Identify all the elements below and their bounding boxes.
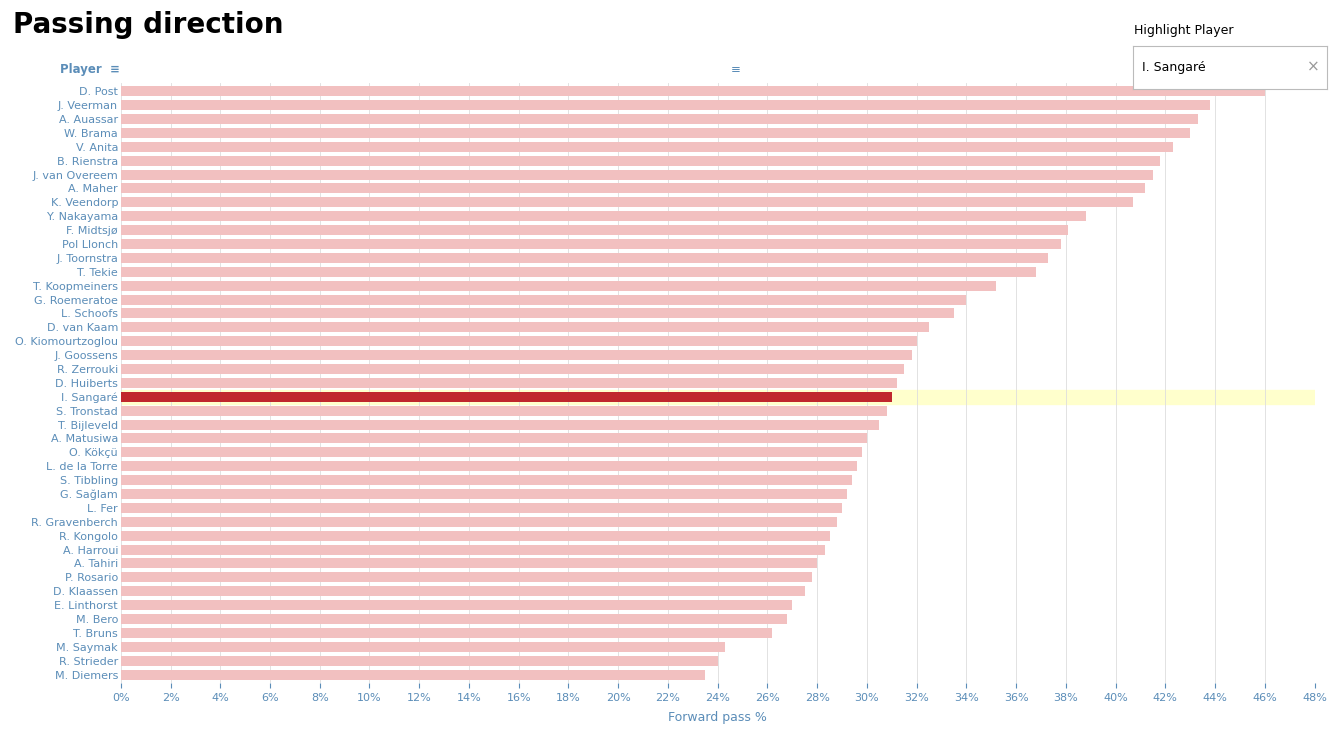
Bar — [121, 142, 1173, 151]
Bar — [121, 503, 841, 513]
Bar — [121, 281, 996, 290]
Bar — [121, 531, 829, 541]
Bar — [121, 420, 879, 429]
Bar — [121, 336, 917, 347]
Bar — [121, 295, 966, 304]
Bar — [121, 642, 725, 652]
Text: Highlight Player: Highlight Player — [1134, 24, 1233, 37]
Bar — [121, 183, 1146, 194]
Bar — [121, 267, 1036, 277]
Bar — [121, 573, 812, 582]
Bar — [121, 253, 1048, 263]
Text: I. Sangaré: I. Sangaré — [1142, 61, 1206, 74]
Bar — [121, 322, 929, 333]
Bar — [121, 461, 858, 471]
Bar — [121, 600, 792, 610]
Bar — [121, 517, 837, 527]
Bar — [121, 434, 867, 443]
Bar — [121, 350, 911, 360]
Text: ≡: ≡ — [730, 63, 741, 75]
Bar — [121, 197, 1133, 208]
Bar — [121, 156, 1161, 166]
Bar — [121, 447, 862, 457]
Bar — [121, 628, 773, 638]
Bar — [121, 114, 1197, 124]
Bar — [121, 406, 887, 415]
Text: Player  ≡: Player ≡ — [59, 63, 119, 75]
Bar — [121, 128, 1190, 138]
Bar — [121, 489, 847, 499]
Bar — [121, 392, 892, 402]
Bar — [121, 169, 1153, 180]
Bar — [121, 586, 805, 596]
Bar — [121, 239, 1062, 249]
Bar — [121, 100, 1210, 110]
Text: Passing direction: Passing direction — [13, 11, 285, 39]
Text: ×: × — [1307, 60, 1321, 75]
Bar — [121, 655, 718, 666]
Bar — [121, 559, 817, 568]
Bar — [121, 475, 852, 485]
Bar — [121, 378, 896, 388]
Bar — [121, 614, 788, 624]
Bar — [121, 211, 1086, 221]
Bar — [121, 86, 1264, 96]
X-axis label: Forward pass %: Forward pass % — [668, 711, 768, 724]
Bar — [121, 364, 905, 374]
Bar — [121, 225, 1068, 235]
Bar — [121, 308, 954, 319]
Bar — [121, 670, 706, 680]
Bar — [121, 545, 824, 554]
Bar — [121, 390, 1315, 403]
